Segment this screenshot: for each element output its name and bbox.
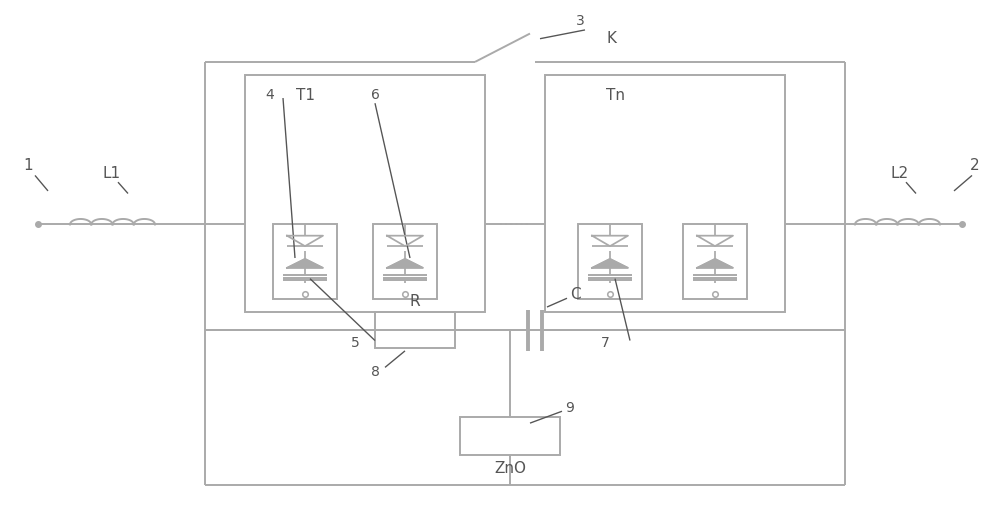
Text: K: K: [607, 31, 617, 46]
Bar: [375, 312, 455, 348]
Polygon shape: [697, 259, 733, 268]
Polygon shape: [387, 259, 423, 268]
Text: 1: 1: [23, 158, 33, 173]
Text: 9: 9: [566, 400, 574, 415]
Text: 8: 8: [371, 364, 379, 379]
Text: T1: T1: [296, 88, 314, 103]
Text: 4: 4: [266, 88, 274, 103]
Text: 3: 3: [576, 14, 584, 28]
Bar: [578, 224, 642, 299]
Text: 7: 7: [601, 336, 609, 350]
Text: L1: L1: [103, 166, 121, 181]
Bar: [683, 224, 747, 299]
Bar: [373, 224, 437, 299]
Polygon shape: [287, 259, 323, 268]
Polygon shape: [592, 259, 628, 268]
Text: ZnO: ZnO: [494, 461, 526, 476]
Bar: [545, 75, 785, 312]
Bar: [273, 224, 337, 299]
Text: 2: 2: [970, 158, 980, 173]
Text: C: C: [570, 286, 580, 302]
Text: L2: L2: [891, 166, 909, 181]
Bar: [460, 417, 560, 456]
Bar: [245, 75, 485, 312]
Text: 6: 6: [371, 88, 379, 103]
Text: 5: 5: [351, 336, 359, 350]
Text: R: R: [410, 294, 420, 310]
Text: Tn: Tn: [606, 88, 624, 103]
